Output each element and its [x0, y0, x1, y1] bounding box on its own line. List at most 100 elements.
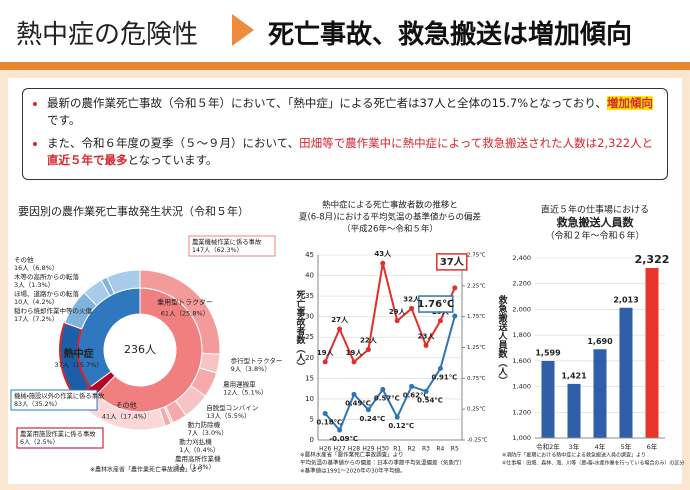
data-point	[452, 313, 458, 319]
header: 熱中症の危険性 死亡事故、救急搬送は増加傾向	[0, 0, 690, 62]
segment-label: 熱中症	[64, 347, 94, 360]
segment-value: 3人（1.3%）	[14, 281, 54, 289]
y-tick-label: 0	[310, 436, 314, 444]
summary-box: 最新の農作業死亡事故（令和５年）において、「熱中症」による死亡者は37人と全体の…	[22, 88, 668, 180]
chart-title: 要因別の農作業死亡事故発生状況（令和５年）	[18, 204, 249, 218]
segment-label: 稲わら焼却作業中等の火傷	[14, 306, 93, 315]
header-band	[0, 62, 690, 70]
value-label: 43人	[374, 250, 392, 258]
group-value: 6人（2.5%）	[20, 439, 59, 446]
bar	[567, 383, 581, 438]
y-axis-title: 死亡事故者数（人）	[295, 290, 307, 371]
data-point	[423, 342, 429, 348]
value-label: 29人	[389, 308, 407, 316]
value-label: 1.76℃	[417, 299, 454, 310]
y-tick-label: 2,000	[512, 305, 531, 313]
segment-value: 7人（3.0%）	[188, 429, 228, 437]
pie-segment	[106, 269, 141, 295]
value-label: 22人	[360, 337, 378, 345]
segment-value: 12人（5.1%）	[223, 388, 267, 396]
y-tick-label: 2,400	[512, 254, 531, 262]
segment-value: 10人（4.2%）	[14, 298, 58, 306]
source-note: ※基準値は1991〜2020年の30年平均値。	[300, 467, 406, 475]
y-tick-label: 2,200	[512, 280, 531, 288]
segment-label: その他	[14, 255, 34, 264]
highlight: 増加傾向	[606, 96, 653, 110]
segment-label: ほ場、道路からの転落	[14, 289, 80, 298]
value-label: 0.54℃	[417, 396, 443, 404]
text: となっています。	[127, 153, 218, 167]
text: また、令和６年度の夏季（５～９月）において、	[47, 136, 300, 150]
source-note: ※仕事場：田畑、森林、海、川等（農・畜・水産作業を行っている場合のみ）の区分	[502, 460, 684, 467]
value-label: 1,421	[561, 371, 587, 380]
chart-title: 熱中症による死亡事故者数の推移と	[322, 200, 458, 211]
data-point	[337, 326, 343, 332]
group-label: 農業機械作業に係る事故	[192, 237, 262, 246]
segment-value: 9人（3.8%）	[231, 365, 271, 373]
data-point	[365, 407, 371, 413]
y2-tick-label: -0.25℃	[467, 437, 487, 444]
x-tick-label: R2	[408, 446, 416, 453]
segment-label: 歩行型トラクター	[231, 356, 283, 365]
header-title: 熱中症の危険性	[16, 20, 199, 50]
y-tick-label: 1,200	[512, 408, 531, 416]
data-point	[409, 383, 415, 389]
value-label: 2,322	[635, 253, 670, 266]
value-label: 0.62℃	[403, 391, 429, 399]
data-point	[337, 427, 343, 433]
y2-tick-label: 1.25℃	[467, 344, 485, 351]
x-tick-label: R1	[393, 446, 401, 453]
bar	[619, 307, 633, 438]
segment-value: 13人（5.5%）	[206, 412, 250, 420]
y2-tick-label: 0.75℃	[467, 375, 485, 382]
x-tick-label: 6年	[647, 442, 658, 451]
value-label: 0.12℃	[388, 422, 414, 430]
source-note: 平均気温の基準値からの偏差：日本の季節平均気温偏差（気象庁）	[300, 459, 465, 467]
y-tick-label: 20	[305, 354, 314, 362]
data-point	[365, 347, 371, 353]
segment-label: 動力刈払機	[179, 437, 212, 446]
y-tick-label: 1,400	[512, 383, 531, 391]
data-point	[437, 365, 443, 371]
data-point	[394, 414, 400, 420]
emphasis-strong: 直近５年で最多	[47, 153, 128, 167]
x-tick-label: H26	[319, 446, 331, 453]
value-label: 37人	[440, 256, 465, 268]
segment-value: 17人（7.2%）	[14, 315, 58, 323]
data-point	[322, 359, 328, 365]
y-tick-label: 15	[305, 374, 314, 382]
y-tick-label: 1,000	[512, 434, 531, 442]
highlight-box	[436, 253, 468, 271]
chart-title: 夏(6-8月)における平均気温の基準値からの偏差	[299, 212, 482, 223]
segment-label: 乗用型トラクター	[157, 297, 213, 306]
series-line	[324, 262, 456, 364]
x-tick-label: 4年	[595, 442, 606, 451]
chart-title: 直近５年の仕事場における	[541, 204, 649, 216]
headline: 死亡事故、救急搬送は増加傾向	[268, 20, 633, 50]
source-note: ※消防庁「夏期における熱中症による救急搬送人員の調査」より	[502, 452, 646, 459]
data-point	[452, 285, 458, 291]
group-label-box	[10, 389, 98, 411]
source-note: ※農林水産省「農作業死亡事故調査」より	[90, 466, 203, 474]
data-point	[351, 359, 357, 365]
x-tick-label: 令和2年	[536, 442, 560, 451]
chart-title: （平成26年～令和５年）	[342, 224, 438, 235]
group-label-box	[16, 427, 104, 449]
segment-label: 動力防除機	[188, 420, 221, 429]
data-point	[380, 386, 386, 392]
y2-tick-label: 0.25℃	[467, 406, 485, 413]
value-label: 32人	[403, 295, 421, 303]
y-axis-title: 救急搬送人員数（人）	[497, 294, 509, 385]
text: です。	[47, 113, 81, 127]
value-label: 1,690	[587, 337, 613, 346]
segment-value: 1人（0.4%）	[179, 446, 219, 454]
segment-label: 農用運搬車	[223, 379, 256, 388]
source-note: ※農林水産省「農作業死亡事故調査」より	[300, 451, 404, 459]
data-point	[351, 391, 357, 397]
arrow	[232, 14, 254, 46]
bullet: また、令和６年度の夏季（５～９月）において、田畑等で農作業中に熱中症によって救急…	[47, 135, 657, 169]
bar	[593, 349, 607, 438]
text: 最新の農作業死亡事故（令和５年）において、「熱中症」による死亡者は37人と全体の…	[47, 96, 607, 110]
value-label: 2,013	[613, 295, 638, 304]
data-point	[394, 318, 400, 324]
